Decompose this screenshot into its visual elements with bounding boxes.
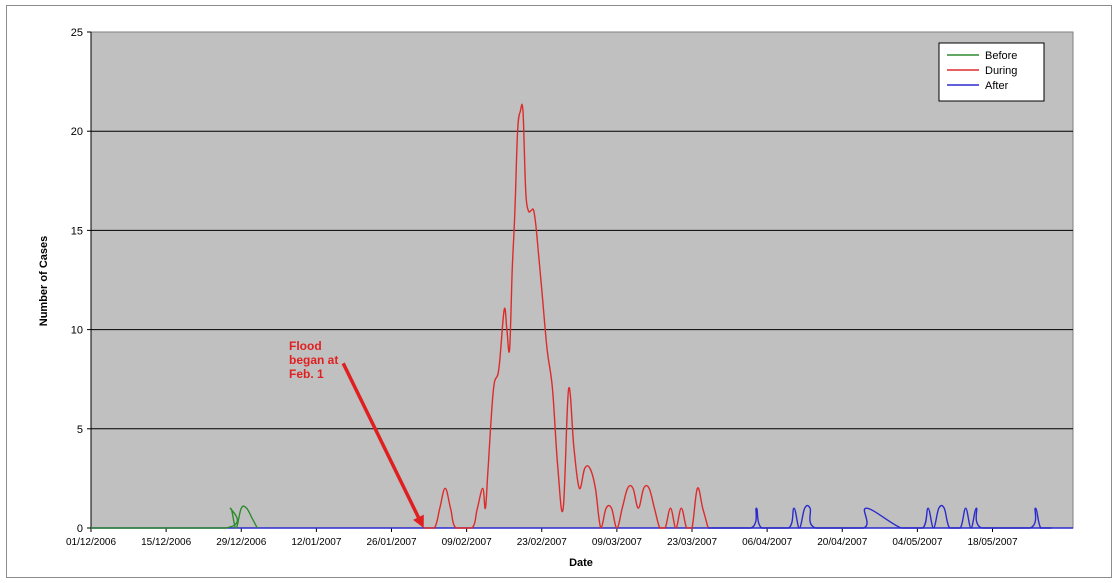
series-line-after (708, 504, 1052, 529)
y-tick-label-15: 15 (71, 225, 83, 237)
x-tick-label-7: 09/03/2007 (592, 537, 642, 548)
annotation-arrow-shaft (341, 362, 423, 523)
y-tick-label-20: 20 (71, 126, 83, 138)
plot-background (90, 31, 1074, 529)
annotation-arrow-head (413, 514, 424, 528)
series-line-during (423, 103, 709, 529)
x-tick-label-6: 23/02/2007 (517, 537, 567, 548)
x-tick-label-11: 04/05/2007 (892, 537, 942, 548)
x-tick-label-12: 18/05/2007 (967, 537, 1017, 548)
y-tick-label-25: 25 (71, 27, 83, 39)
series-line-before (91, 505, 258, 529)
annotation-text-line-1: began at (289, 353, 338, 367)
x-tick-label-3: 12/01/2007 (291, 537, 341, 548)
y-tick-label-10: 10 (71, 325, 83, 337)
series-lines (91, 103, 1073, 529)
y-tick-label-0: 0 (77, 523, 83, 535)
x-tick-label-4: 26/01/2007 (366, 537, 416, 548)
annotation-text-line-0: Flood (289, 339, 322, 353)
x-tick-label-10: 20/04/2007 (817, 537, 867, 548)
legend-box (938, 42, 1045, 102)
legend: Before During After (938, 42, 1045, 102)
annotation-text-line-2: Feb. 1 (289, 367, 324, 381)
legend-label-after: After (985, 80, 1009, 92)
x-tick-label-2: 29/12/2006 (216, 537, 266, 548)
legend-label-before: Before (985, 50, 1017, 62)
chart-frame: 0 5 10 15 20 25 01/12/2006 15/12/2006 29/12/2006… (6, 5, 1112, 578)
legend-label-during: During (985, 65, 1017, 77)
x-tick-label-0: 01/12/2006 (66, 537, 116, 548)
plot-area (90, 31, 1074, 529)
y-tick-label-5: 5 (77, 424, 83, 436)
x-tick-label-8: 23/03/2007 (667, 537, 717, 548)
x-tick-label-1: 15/12/2006 (141, 537, 191, 548)
x-tick-label-9: 06/04/2007 (742, 537, 792, 548)
x-tick-label-5: 09/02/2007 (442, 537, 492, 548)
line-chart: 0 5 10 15 20 25 01/12/2006 15/12/2006 29/12/2006… (38, 27, 1074, 569)
x-axis-title: Date (569, 557, 593, 569)
y-axis-title: Number of Cases (38, 236, 50, 326)
